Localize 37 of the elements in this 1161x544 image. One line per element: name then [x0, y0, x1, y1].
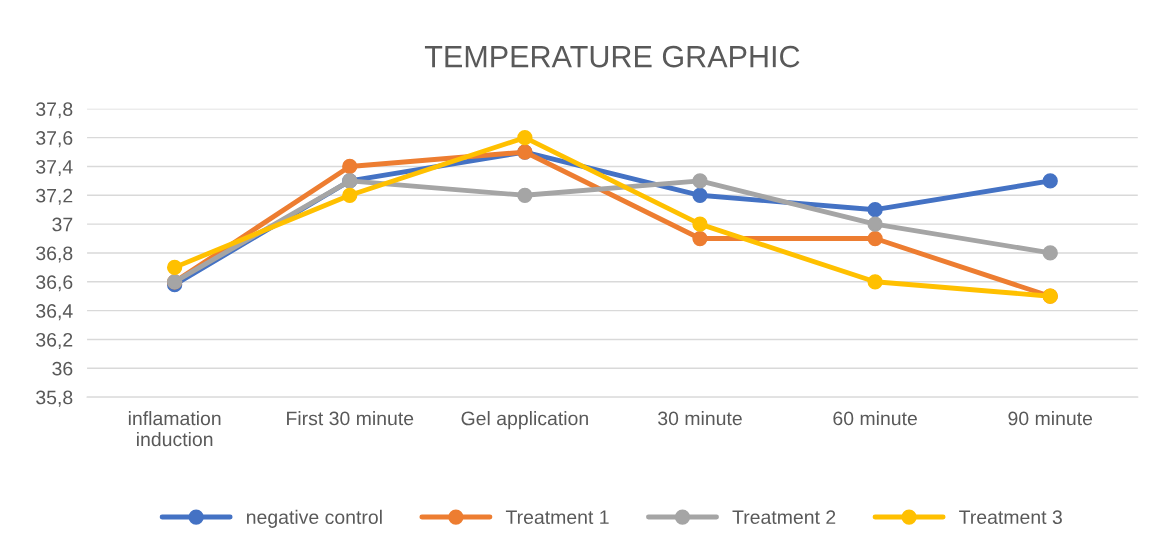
point: [1042, 173, 1058, 189]
point: [517, 129, 533, 146]
x-tick-label: Gel application: [461, 411, 588, 430]
point: [1042, 245, 1058, 261]
x-tick-label: 30 minute: [658, 411, 742, 426]
point: [692, 187, 708, 203]
y-tick-label: 37: [52, 217, 73, 232]
legend-label: Treatment 1: [505, 510, 609, 525]
x-tick-label: inflamation induction: [128, 411, 221, 447]
point: [692, 173, 708, 189]
y-tick-label: 36,6: [36, 275, 73, 292]
point: [342, 158, 358, 175]
x-tick-label: 60 minute: [833, 411, 917, 426]
point: [867, 230, 883, 247]
point: [166, 259, 183, 276]
legend-label: negative control: [247, 509, 382, 528]
point: [342, 187, 358, 203]
y-tick-label: 36,2: [36, 332, 73, 349]
x-tick-label: First 30 minute: [287, 411, 414, 426]
point: [517, 187, 533, 203]
x-tick-label: 90 minute: [1008, 411, 1093, 426]
y-tick-label: 36,4: [36, 304, 73, 321]
y-tick-label: 36,8: [36, 246, 73, 263]
chart-title: TEMPERATURE GRAPHIC: [424, 45, 800, 68]
y-tick-label: 35,8: [36, 390, 73, 407]
y-tick-label: 37,4: [36, 159, 73, 176]
point: [867, 274, 883, 290]
point: [692, 230, 708, 247]
y-tick-label: 36: [52, 361, 73, 376]
point: [867, 202, 883, 218]
legend-label: Treatment 2: [732, 510, 836, 525]
point: [867, 216, 883, 232]
y-tick-label: 37,8: [36, 102, 73, 119]
y-tick-label: 37,6: [36, 131, 73, 148]
y-tick-label: 37,2: [36, 188, 73, 205]
legend-label: Treatment 3: [959, 510, 1062, 525]
point: [692, 216, 708, 232]
